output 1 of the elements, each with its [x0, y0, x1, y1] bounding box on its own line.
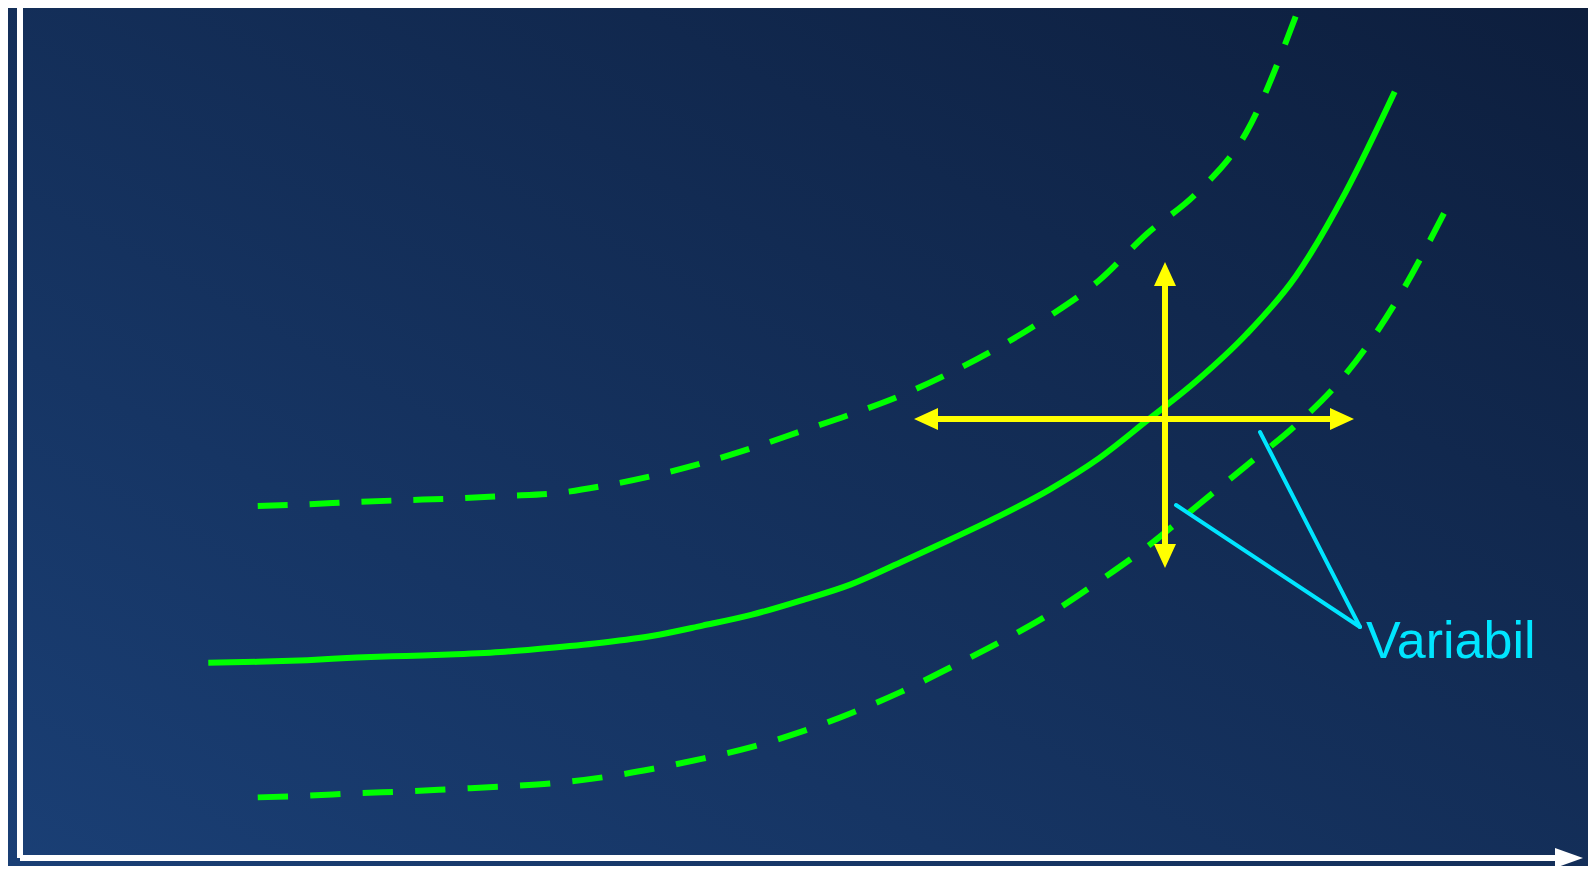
annotation: Variabil — [1366, 611, 1536, 669]
